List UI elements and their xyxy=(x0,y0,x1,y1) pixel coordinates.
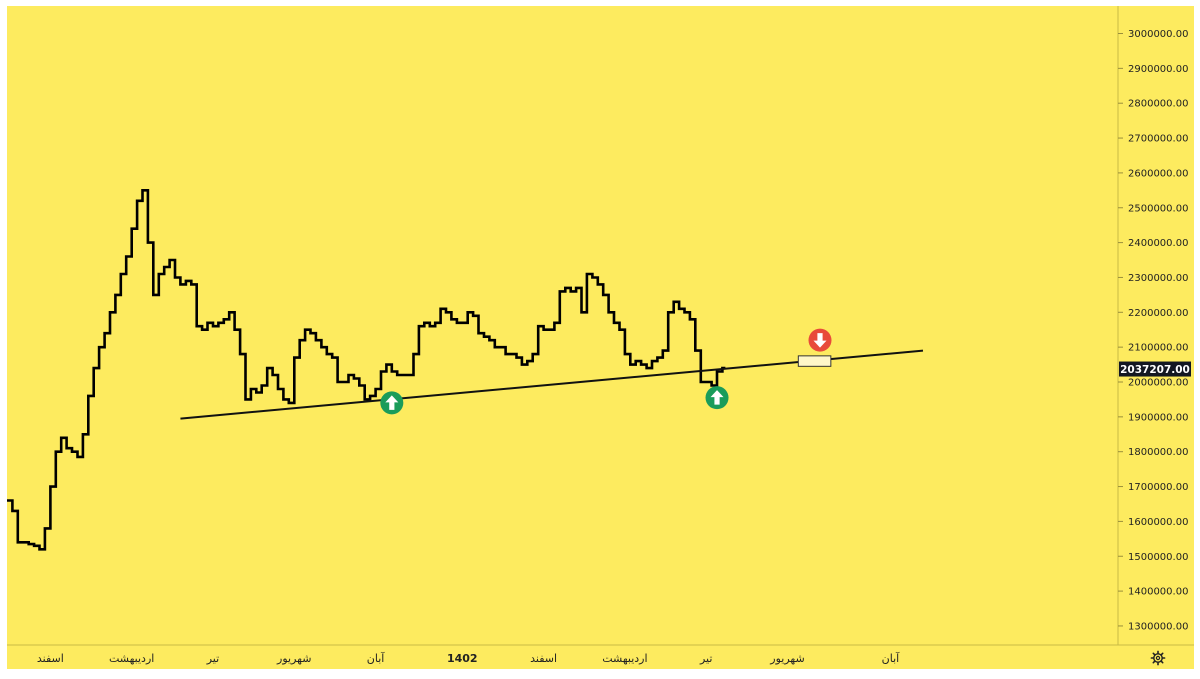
y-tick-label: 1700000.00 xyxy=(1128,482,1188,493)
x-tick-label: شهریور xyxy=(276,652,311,665)
x-tick-label: آبان xyxy=(367,651,385,665)
up-arrow-icon xyxy=(380,391,404,415)
price-axis[interactable] xyxy=(1118,6,1194,645)
x-tick-label: اردیبهشت xyxy=(602,652,647,665)
y-tick-label: 2900000.00 xyxy=(1128,64,1188,75)
gear-icon xyxy=(1150,650,1166,666)
y-tick-label: 2600000.00 xyxy=(1128,168,1188,179)
y-tick-label: 2700000.00 xyxy=(1128,134,1188,145)
up-arrow-icon xyxy=(705,386,729,410)
y-tick-label: 2000000.00 xyxy=(1128,378,1188,389)
plot-area[interactable] xyxy=(7,6,1118,645)
y-tick-label: 1500000.00 xyxy=(1128,552,1188,563)
down-arrow-icon xyxy=(808,328,832,352)
x-tick-label: شهریور xyxy=(769,652,804,665)
signal-markers xyxy=(380,328,832,415)
axis-corner xyxy=(1118,645,1194,669)
x-tick-label: آبان xyxy=(882,651,900,665)
price-series-line xyxy=(7,189,726,551)
y-tick-label: 3000000.00 xyxy=(1128,29,1188,40)
x-tick-label: اسفند xyxy=(37,652,64,665)
y-axis-ticks: 3000000.00 2900000.00 2800000.00 2700000.00… xyxy=(1118,29,1188,632)
y-tick-label: 1800000.00 xyxy=(1128,447,1188,458)
chart-settings-button[interactable] xyxy=(1146,649,1170,667)
x-tick-label: تیر xyxy=(699,652,712,665)
y-tick-label: 2100000.00 xyxy=(1128,343,1188,354)
y-tick-label: 2800000.00 xyxy=(1128,99,1188,110)
y-tick-label: 1900000.00 xyxy=(1128,412,1188,423)
y-tick-label: 1400000.00 xyxy=(1128,587,1188,598)
breakout-highlight-box[interactable] xyxy=(797,355,832,367)
time-axis[interactable] xyxy=(7,645,1118,669)
y-tick-label: 1300000.00 xyxy=(1128,621,1188,632)
y-tick-label: 2400000.00 xyxy=(1128,238,1188,249)
y-tick-label: 2200000.00 xyxy=(1128,308,1188,319)
x-tick-label: اردیبهشت xyxy=(109,652,154,665)
y-tick-label: 2500000.00 xyxy=(1128,203,1188,214)
x-tick-label: تیر xyxy=(206,652,219,665)
x-tick-label: اسفند xyxy=(530,652,557,665)
last-price-label: 2037207.00 xyxy=(1120,364,1190,376)
x-tick-label: 1402 xyxy=(447,652,478,665)
last-price-tag: 2037207.00 xyxy=(1119,361,1191,377)
y-tick-label: 2300000.00 xyxy=(1128,273,1188,284)
x-axis-ticks: اسفند اردیبهشت تیر شهریور آبان 1402 اسفند اردیب… xyxy=(37,651,900,665)
y-tick-label: 1600000.00 xyxy=(1128,517,1188,528)
